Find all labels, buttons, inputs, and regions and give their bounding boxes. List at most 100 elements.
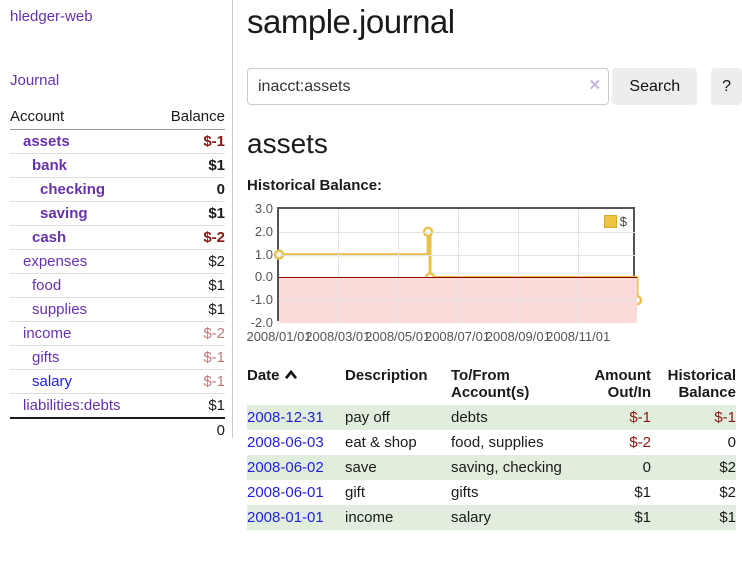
txn-date-link[interactable]: 2008-06-03 (247, 434, 324, 451)
sidebar: hledger-web Journal Account Balance asse… (0, 0, 233, 439)
clear-search-icon[interactable]: × (589, 75, 601, 96)
search-form: × Search ? (247, 68, 742, 105)
gridline-horizontal (279, 231, 637, 233)
y-axis-tick-label: 1.0 (254, 246, 273, 262)
account-link[interactable]: cash (32, 229, 67, 246)
account-row: cash $-2 (10, 225, 225, 249)
account-balance: $1 (208, 277, 225, 294)
account-row: saving $1 (10, 201, 225, 225)
txn-description-cell: pay off (345, 409, 390, 426)
page-title: sample.journal (247, 3, 455, 40)
col-header-date[interactable]: Date (247, 365, 345, 405)
accounts-table: Account Balance assets $-1 bank $1 checking 0… (10, 105, 225, 442)
account-link[interactable]: supplies (32, 301, 88, 318)
search-button[interactable]: Search (612, 68, 698, 105)
account-row: expenses $2 (10, 249, 225, 273)
txn-amount-cell: 0 (642, 459, 651, 476)
account-link[interactable]: checking (40, 181, 106, 198)
txn-accounts-cell: debts (451, 409, 488, 426)
account-row: liabilities:debts $1 (10, 393, 225, 417)
txn-date-link[interactable]: 2008-12-31 (247, 409, 324, 426)
account-balance: $-2 (203, 325, 225, 342)
account-row: assets $-1 (10, 130, 225, 153)
account-balance: $1 (208, 205, 225, 222)
accounts-table-header: Account Balance (10, 105, 225, 130)
account-link[interactable]: expenses (23, 253, 88, 270)
x-axis-tick-label: 2008/01/01 (246, 329, 312, 344)
accounts-rows: assets $-1 bank $1 checking 0 saving $1 cash $-2 e… (10, 130, 225, 417)
account-balance: $-1 (203, 373, 225, 390)
account-link[interactable]: bank (32, 157, 68, 174)
account-row: bank $1 (10, 153, 225, 177)
account-balance: $-1 (203, 133, 225, 150)
txn-date-cell: 2008-06-03 (247, 430, 345, 455)
txn-balance-cell: 0 (727, 434, 736, 451)
chart-title: Historical Balance: (247, 177, 383, 194)
y-axis-tick-label: 2.0 (254, 223, 273, 239)
x-axis-tick-label: 2008/09/01 (485, 329, 551, 344)
help-button[interactable]: ? (711, 68, 742, 105)
gridline-vertical (337, 209, 339, 323)
sort-ascending-icon (284, 367, 298, 384)
gridline-vertical (518, 209, 520, 323)
col-header-balance: Historical Balance (667, 367, 736, 401)
account-link[interactable]: gifts (32, 349, 60, 366)
app-brand-link[interactable]: hledger-web (10, 8, 93, 25)
txn-accounts-cell: food, supplies (451, 434, 544, 451)
gridline-vertical (397, 209, 399, 323)
account-balance: $2 (208, 253, 225, 270)
y-axis-tick-label: 0.0 (254, 269, 273, 285)
account-link[interactable]: saving (40, 205, 88, 222)
txn-date-cell: 2008-12-31 (247, 405, 345, 430)
x-axis-tick-label: 2008/03/01 (305, 329, 371, 344)
account-row: salary $-1 (10, 369, 225, 393)
col-header-description: Description (345, 367, 428, 384)
accounts-total: 0 (10, 417, 225, 442)
search-input[interactable] (247, 68, 610, 105)
account-balance: 0 (216, 181, 225, 198)
txn-amount-cell: $-2 (629, 434, 651, 451)
txn-accounts-cell: gifts (451, 484, 479, 501)
balance-chart: $ 3.0 2.0 1.0 0.0 -1.0 -2.0 2008/01/01 2008/03/… (246, 201, 647, 347)
transaction-row: 2008-12-31 pay off debts $-1 $-1 (247, 405, 736, 430)
account-link[interactable]: assets (23, 133, 70, 150)
col-header-accounts: To/From Account(s) (451, 367, 530, 401)
gridline-horizontal (279, 300, 637, 302)
txn-date-cell: 2008-06-02 (247, 455, 345, 480)
account-row: food $1 (10, 273, 225, 297)
txn-balance-cell: $2 (719, 484, 736, 501)
account-balance: $1 (208, 301, 225, 318)
gridline-horizontal (279, 254, 637, 256)
account-link[interactable]: income (23, 325, 72, 342)
txn-amount-cell: $-1 (629, 409, 651, 426)
account-link[interactable]: liabilities:debts (23, 397, 121, 414)
account-row: income $-2 (10, 321, 225, 345)
account-balance: $1 (208, 157, 225, 174)
search-input-wrap: × (247, 68, 610, 105)
chart-plot-area: $ (273, 207, 643, 323)
txn-date-cell: 2008-01-01 (247, 505, 345, 530)
y-axis-tick-label: -1.0 (250, 292, 273, 308)
txn-date-cell: 2008-06-01 (247, 480, 345, 505)
gridline-vertical (457, 209, 459, 323)
account-row: checking 0 (10, 177, 225, 201)
legend-label: $ (619, 214, 627, 229)
sidebar-item-journal[interactable]: Journal (10, 72, 60, 89)
txn-description-cell: save (345, 459, 377, 476)
col-header-date-label: Date (247, 367, 280, 384)
txn-balance-cell: $-1 (714, 409, 736, 426)
account-heading: assets (247, 128, 328, 159)
transaction-row: 2008-01-01 income salary $1 $1 (247, 505, 736, 530)
txn-date-link[interactable]: 2008-06-02 (247, 459, 324, 476)
txn-date-link[interactable]: 2008-01-01 (247, 509, 324, 526)
transaction-row: 2008-06-02 save saving, checking 0 $2 (247, 455, 736, 480)
txn-balance-cell: $1 (719, 509, 736, 526)
txn-balance-cell: $2 (719, 459, 736, 476)
txn-description-cell: gift (345, 484, 366, 501)
zero-line (279, 277, 637, 279)
y-axis-tick-label: -2.0 (250, 315, 273, 330)
account-link[interactable]: food (32, 277, 62, 294)
account-link[interactable]: salary (32, 373, 73, 390)
txn-date-link[interactable]: 2008-06-01 (247, 484, 324, 501)
